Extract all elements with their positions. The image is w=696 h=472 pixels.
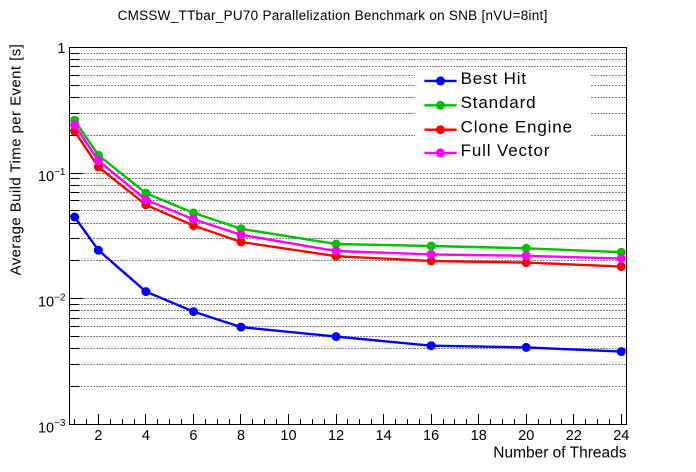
svg-text:20: 20 [518, 428, 534, 444]
svg-text:Clone Engine: Clone Engine [461, 118, 573, 137]
svg-text:Best Hit: Best Hit [461, 69, 527, 88]
svg-text:14: 14 [376, 428, 392, 444]
svg-text:6: 6 [189, 428, 197, 444]
svg-text:4: 4 [142, 428, 150, 444]
svg-text:Full Vector: Full Vector [461, 141, 551, 160]
svg-text:12: 12 [328, 428, 344, 444]
svg-text:22: 22 [566, 428, 582, 444]
svg-text:CMSSW_TTbar_PU70 Parallelizati: CMSSW_TTbar_PU70 Parallelization Benchma… [118, 8, 548, 23]
svg-text:Standard: Standard [461, 93, 537, 112]
svg-text:18: 18 [471, 428, 487, 444]
svg-text:10: 10 [280, 428, 296, 444]
svg-text:Average Build Time per Event [: Average Build Time per Event [s] [8, 44, 25, 276]
svg-text:1: 1 [57, 41, 65, 57]
svg-text:2: 2 [94, 428, 102, 444]
svg-text:8: 8 [237, 428, 245, 444]
svg-text:Number of Threads: Number of Threads [493, 445, 626, 462]
svg-text:24: 24 [613, 428, 629, 444]
svg-text:16: 16 [423, 428, 439, 444]
